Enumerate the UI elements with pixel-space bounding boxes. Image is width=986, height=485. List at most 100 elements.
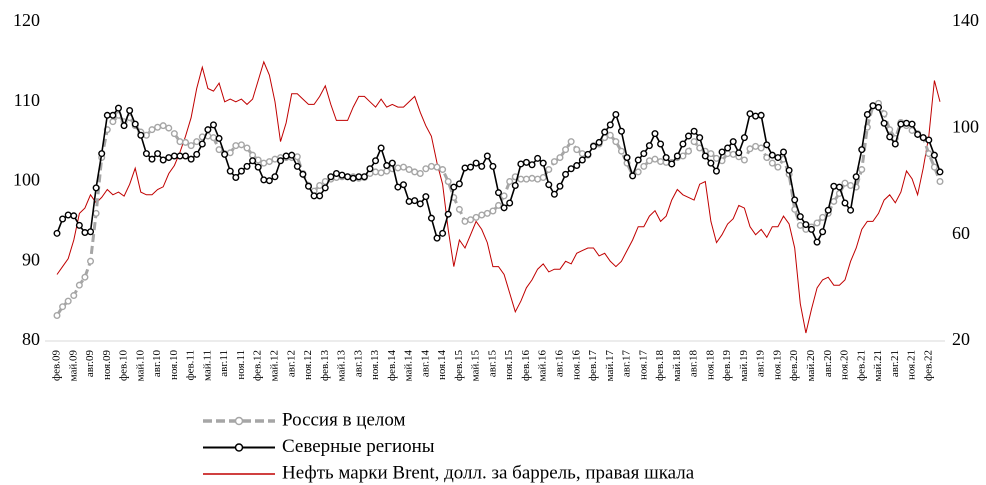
y-tick-label: 80 xyxy=(22,329,40,349)
data-point xyxy=(176,138,184,146)
data-point xyxy=(902,119,910,127)
data-point xyxy=(148,126,156,134)
x-tick-label: ноя.15 xyxy=(503,350,515,380)
data-point xyxy=(729,150,737,158)
y2-tick-label: 20 xyxy=(952,329,970,349)
x-tick-label: май.11 xyxy=(201,350,213,381)
x-tick-label: ноя.17 xyxy=(637,350,649,380)
data-point xyxy=(813,219,821,227)
data-point xyxy=(75,221,83,229)
data-point xyxy=(841,179,849,187)
x-tick-label: фев.12 xyxy=(252,350,264,381)
data-point xyxy=(573,146,581,154)
data-point xyxy=(634,156,642,164)
x-tick-label: фев.17 xyxy=(587,350,599,381)
data-point xyxy=(187,142,195,150)
data-point xyxy=(696,134,704,142)
data-point xyxy=(718,148,726,156)
data-point xyxy=(506,177,514,185)
data-point xyxy=(858,146,866,154)
data-point xyxy=(757,111,765,119)
data-point xyxy=(182,138,190,146)
x-tick-label: авг.20 xyxy=(822,350,834,378)
series-line xyxy=(56,60,941,334)
data-point xyxy=(87,228,95,236)
legend-entry: Нефть марки Brent, долл. за баррель, пра… xyxy=(203,462,695,483)
x-tick-label: фев.09 xyxy=(51,350,63,381)
data-point xyxy=(411,168,419,176)
data-point xyxy=(478,211,486,219)
data-point xyxy=(120,122,128,130)
x-tick-label: май.10 xyxy=(134,350,146,382)
data-point xyxy=(785,166,793,174)
data-point xyxy=(506,199,514,207)
data-point xyxy=(813,238,821,246)
data-point xyxy=(925,136,933,144)
legend-label: Россия в целом xyxy=(282,409,406,430)
legend-label: Нефть марки Brent, долл. за баррель, пра… xyxy=(282,462,695,483)
data-point xyxy=(232,142,240,150)
x-tick-label: ноя.21 xyxy=(906,350,918,380)
data-point xyxy=(209,134,217,142)
data-point xyxy=(355,173,363,181)
data-point xyxy=(590,142,598,150)
data-point xyxy=(550,190,558,198)
x-tick-label: авг.11 xyxy=(218,350,230,377)
x-tick-label: ноя.10 xyxy=(168,350,180,380)
x-tick-label: май.09 xyxy=(67,350,79,382)
data-point xyxy=(271,173,279,181)
data-point xyxy=(154,150,162,158)
y2-tick-label: 100 xyxy=(952,116,979,136)
data-point xyxy=(796,213,804,221)
data-point xyxy=(500,192,508,200)
data-point xyxy=(640,162,648,170)
data-point xyxy=(444,177,452,185)
data-point xyxy=(154,123,162,131)
data-point xyxy=(165,154,173,162)
x-tick-label: ноя.14 xyxy=(436,350,448,380)
data-point xyxy=(690,127,698,135)
data-point xyxy=(819,228,827,236)
data-point xyxy=(606,121,614,129)
data-point xyxy=(768,151,776,159)
data-point xyxy=(293,162,301,170)
data-point xyxy=(249,151,257,159)
data-point xyxy=(880,119,888,127)
data-point xyxy=(768,159,776,167)
data-point xyxy=(198,140,206,148)
data-point xyxy=(271,155,279,163)
data-point xyxy=(483,209,491,217)
data-point xyxy=(265,158,273,166)
data-point xyxy=(752,142,760,150)
data-point xyxy=(869,102,877,110)
data-point xyxy=(545,166,553,174)
data-point xyxy=(249,157,257,165)
data-point xyxy=(746,145,754,153)
x-tick-label: фев.15 xyxy=(453,350,465,381)
data-point xyxy=(349,174,357,182)
data-point xyxy=(254,156,262,164)
data-point xyxy=(757,144,765,152)
data-point xyxy=(433,234,441,242)
data-point xyxy=(930,163,938,171)
data-point xyxy=(495,189,503,197)
data-point xyxy=(226,167,234,175)
data-point xyxy=(461,164,469,172)
data-point xyxy=(740,156,748,164)
data-point xyxy=(578,150,586,158)
data-point xyxy=(427,214,435,222)
data-point xyxy=(595,138,603,146)
data-point xyxy=(338,171,346,179)
data-point xyxy=(852,173,860,181)
data-point xyxy=(176,152,184,160)
data-point xyxy=(617,127,625,135)
data-point xyxy=(221,150,229,158)
x-tick-label: ноя.19 xyxy=(771,350,783,380)
legend-marker xyxy=(234,443,244,452)
data-point xyxy=(746,110,754,118)
data-point xyxy=(522,175,530,183)
data-point xyxy=(673,152,681,160)
series-line xyxy=(55,101,942,317)
y-tick-label: 110 xyxy=(14,90,40,110)
